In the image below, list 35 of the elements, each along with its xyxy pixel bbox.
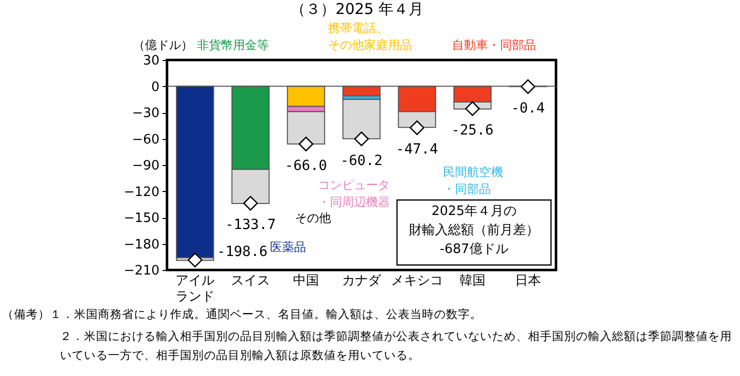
x-tick-label: カナダ bbox=[342, 274, 382, 288]
text: 非貨幣用金等 bbox=[197, 38, 269, 52]
y-tick-label: −180 bbox=[124, 237, 160, 252]
y-axis-title: （億ドル） bbox=[133, 38, 193, 52]
x-tick-label: 韓国 bbox=[459, 274, 486, 288]
y-tick-label: −210 bbox=[124, 264, 160, 278]
data-label: -0.4 bbox=[511, 100, 545, 117]
x-tick-label: 中国 bbox=[293, 274, 320, 288]
text: ２．米国における輸入相手国別の品目別輸入額は季節調整値が公表されていないため、相手国別の輸入総額は季節調整値を用いている一方で、相手国別の品目別輸入額は原数値を用いている。 bbox=[60, 328, 733, 364]
y-tick-label: −150 bbox=[124, 211, 160, 226]
y-tick-label: −90 bbox=[132, 158, 160, 174]
text: （備考）１．米国商務省により作成。通関ベース、名目値。輸入額は、公表当時の数字。 bbox=[2, 306, 483, 323]
x-tick-label: アイルランド bbox=[176, 274, 215, 304]
data-label: -198.6 bbox=[217, 244, 268, 260]
y-tick-label: −60 bbox=[132, 132, 160, 148]
text: 民間航空機・同部品 bbox=[443, 165, 503, 196]
text: 自動車・同部品 bbox=[452, 38, 536, 52]
y-tick-label: −30 bbox=[132, 106, 160, 121]
text: 携帯電話、その他家庭用品 bbox=[328, 21, 412, 52]
text: 医薬品 bbox=[270, 240, 306, 254]
text: コンピュータ・同周辺機器 bbox=[318, 178, 390, 209]
y-tick-label: 30 bbox=[142, 54, 160, 68]
data-label: -60.2 bbox=[340, 152, 383, 169]
x-tick-label: 日本 bbox=[514, 274, 541, 288]
annotation: 2025年４月の財輸入総額（前月差）-687億ドル bbox=[409, 204, 539, 257]
y-tick-label: −120 bbox=[124, 184, 160, 200]
x-tick-label: スイス bbox=[231, 274, 270, 288]
data-label: -25.6 bbox=[451, 122, 494, 139]
text: その他 bbox=[295, 211, 331, 225]
x-tick-label: メキシコ bbox=[390, 274, 443, 288]
data-label: -133.7 bbox=[225, 217, 276, 234]
y-tick-label: 0 bbox=[151, 80, 160, 95]
data-label: -47.4 bbox=[396, 142, 438, 158]
data-label: -66.0 bbox=[284, 158, 328, 174]
chart-title: （３）2025 年４月 bbox=[290, 0, 424, 18]
